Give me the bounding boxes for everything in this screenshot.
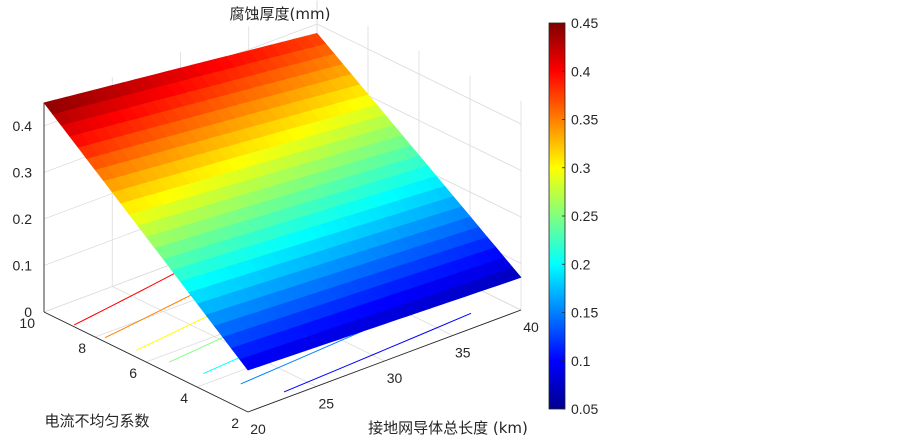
x-axis-label: 接地网导体总长度 (km) <box>368 419 528 437</box>
z-tick-label: 0 <box>24 304 32 320</box>
y-axis-label: 电流不均匀系数 <box>44 412 149 430</box>
y-tick-label: 2 <box>231 415 239 431</box>
colorbar-tick-label: 0.3 <box>571 160 591 176</box>
x-tick-label: 40 <box>523 319 539 335</box>
x-tick-label: 20 <box>250 421 266 437</box>
colorbar-tick-label: 0.15 <box>571 305 598 321</box>
z-tick-label: 0.1 <box>13 258 33 274</box>
z-axis-label: 腐蚀厚度(mm) <box>230 5 331 23</box>
colorbar-tick-label: 0.25 <box>571 208 598 224</box>
y-tick-label: 8 <box>78 340 86 356</box>
contour-line <box>283 312 472 393</box>
surface-patch <box>43 99 65 115</box>
colorbar-tick-label: 0.05 <box>571 401 598 417</box>
surface-mesh <box>43 32 522 371</box>
colorbar-tick-label: 0.45 <box>571 15 598 31</box>
y-tick-label: 4 <box>180 390 188 406</box>
colorbar-ticks: 0.05 0.1 0.15 0.2 0.25 0.3 0.35 0.4 0.45 <box>562 15 598 417</box>
x-tick-label: 25 <box>318 396 334 412</box>
z-tick-label: 0.4 <box>13 118 33 134</box>
right-wall-grid-z <box>316 23 522 125</box>
y-tick-label: 10 <box>19 315 35 331</box>
colorbar-tick-label: 0.2 <box>571 256 591 272</box>
x-tick-label: 30 <box>387 370 403 386</box>
z-tick-label: 0.3 <box>13 165 33 181</box>
colorbar-tick-label: 0.35 <box>571 112 598 128</box>
z-tick-label: 0.2 <box>13 211 33 227</box>
colorbar-tick-label: 0.4 <box>571 63 591 79</box>
x-tick-label: 35 <box>455 345 471 361</box>
y-tick-label: 6 <box>129 365 137 381</box>
axis-ticks: 0 0.1 0.2 0.3 0.4 20 25 30 35 40 2 4 6 8 10 <box>13 118 539 437</box>
colorbar-tick-label: 0.1 <box>571 353 591 369</box>
x-axis-line <box>247 309 522 413</box>
y-axis-line <box>43 311 249 413</box>
